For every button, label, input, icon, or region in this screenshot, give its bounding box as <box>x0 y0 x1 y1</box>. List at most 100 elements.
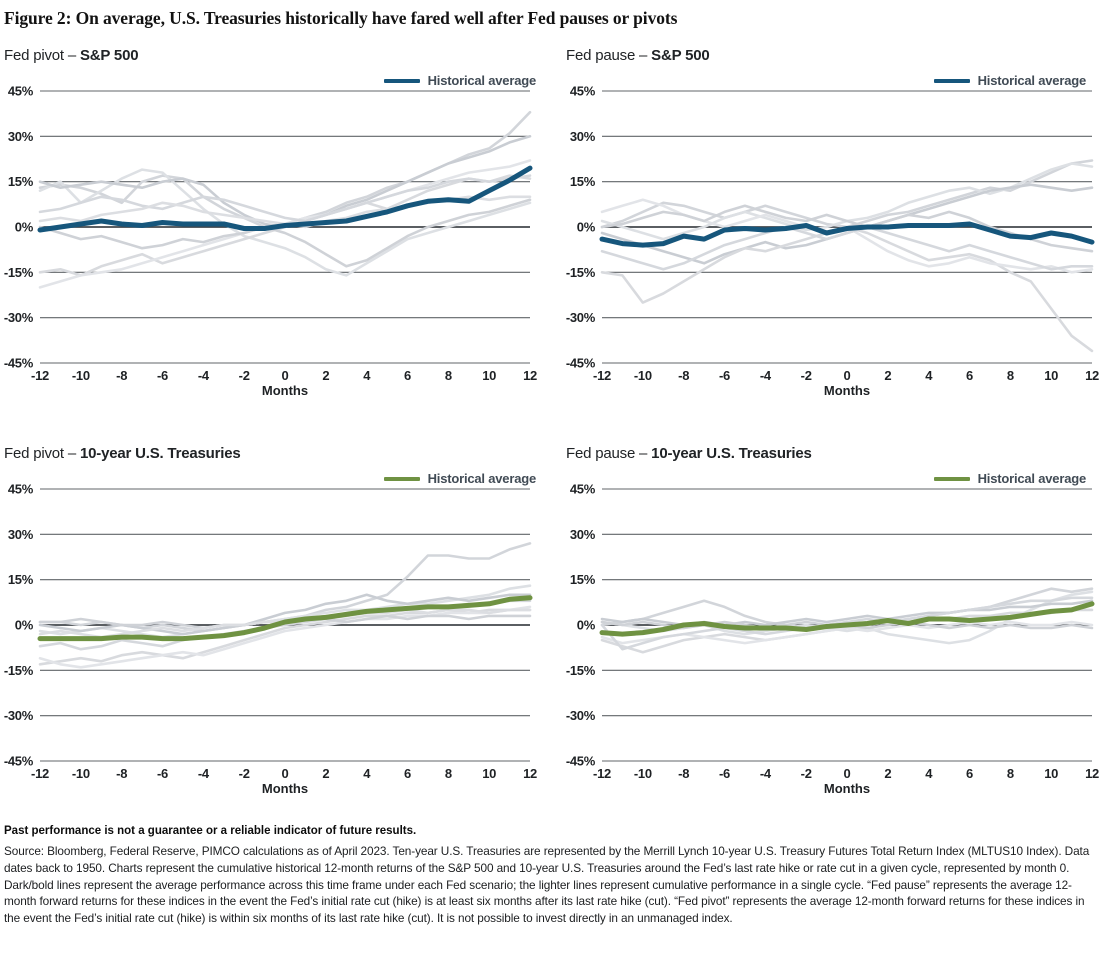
legend-line-swatch <box>933 78 970 83</box>
y-tick-label: -45% <box>4 356 34 371</box>
chart-title: Fed pause – S&P 500 <box>566 47 1100 67</box>
y-tick-label: -30% <box>566 310 596 325</box>
x-tick-label: 4 <box>363 368 371 383</box>
legend-line-swatch <box>383 476 420 481</box>
x-tick-label: 12 <box>1085 766 1099 781</box>
x-tick-label: 4 <box>925 368 933 383</box>
chart-title: Fed pivot – 10-year U.S. Treasuries <box>4 445 550 465</box>
chart-title-prefix: Fed pause – <box>566 47 652 64</box>
x-tick-label: 0 <box>844 368 851 383</box>
x-tick-label: 2 <box>884 368 891 383</box>
chart-title: Fed pivot – S&P 500 <box>4 47 550 67</box>
y-tick-label: -15% <box>566 265 596 280</box>
figure-title: Figure 2: On average, U.S. Treasuries hi… <box>4 8 678 28</box>
legend: Historical average <box>383 471 537 486</box>
cycle-line <box>38 198 532 268</box>
x-tick-label: -4 <box>760 368 772 383</box>
cycle-line <box>600 225 1094 353</box>
legend-line-swatch <box>383 78 420 83</box>
chart-fed-pause-treasuries: Fed pause – 10-year U.S. Treasuries Hist… <box>550 431 1100 819</box>
x-tick-label: 6 <box>966 766 973 781</box>
x-axis-label: Months <box>262 781 308 796</box>
x-tick-label: -10 <box>72 368 90 383</box>
historical-average-line <box>599 221 1095 248</box>
x-tick-label: 10 <box>482 766 496 781</box>
y-tick-label: 15% <box>8 174 34 189</box>
y-tick-label: 15% <box>8 572 34 587</box>
x-tick-label: 2 <box>884 766 891 781</box>
y-tick-label: 15% <box>570 572 596 587</box>
y-tick-label: 0% <box>577 618 596 633</box>
x-tick-label: -8 <box>116 368 127 383</box>
historical-average-line <box>599 601 1095 637</box>
chart-title: Fed pause – 10-year U.S. Treasuries <box>566 445 1100 465</box>
x-tick-label: -2 <box>801 766 812 781</box>
x-axis-label: Months <box>824 383 870 398</box>
legend: Historical average <box>933 73 1086 88</box>
x-tick-label: 8 <box>1007 766 1014 781</box>
chart-title-prefix: Fed pause – <box>566 445 652 462</box>
x-tick-label: -2 <box>801 368 812 383</box>
legend-label: Historical average <box>427 73 537 88</box>
legend-label: Historical average <box>977 471 1087 486</box>
x-tick-label: -4 <box>760 766 772 781</box>
y-tick-label: -45% <box>566 356 596 371</box>
x-tick-label: -10 <box>72 766 90 781</box>
x-tick-label: 6 <box>404 368 411 383</box>
x-tick-label: 2 <box>322 368 329 383</box>
x-tick-label: 4 <box>925 766 933 781</box>
x-tick-label: 10 <box>1044 766 1058 781</box>
y-tick-label: 0% <box>15 220 34 235</box>
x-axis-label: Months <box>262 383 308 398</box>
x-tick-label: 2 <box>322 766 329 781</box>
chart-title-asset: 10-year U.S. Treasuries <box>79 445 241 462</box>
x-tick-label: -6 <box>157 368 168 383</box>
legend: Historical average <box>933 471 1087 486</box>
y-tick-label: 45% <box>570 482 596 497</box>
chart-title-asset: S&P 500 <box>79 47 139 64</box>
historical-average-line <box>37 595 533 642</box>
x-tick-label: 8 <box>445 766 452 781</box>
chart-title-prefix: Fed pivot – <box>4 47 80 64</box>
chart-fed-pause-sp500: Fed pause – S&P 500 Historical average 4… <box>550 33 1100 431</box>
y-tick-label: -15% <box>4 265 34 280</box>
plot-area: 45% 30% 15% 0% -15% -30% -45%-12 -10 -8 -6 -4 -2 0 2 4… <box>566 482 1099 797</box>
plot-area: 45% 30% 15% 0% -15% -30% -45%-12 -10 -8 -6 -4 -2 0 2 4… <box>4 84 537 399</box>
x-tick-label: -12 <box>31 766 49 781</box>
x-tick-label: -6 <box>719 766 730 781</box>
cycle-line <box>38 605 532 669</box>
y-tick-label: 45% <box>570 84 596 99</box>
x-tick-label: -4 <box>198 766 210 781</box>
x-tick-label: 12 <box>1085 368 1099 383</box>
cycle-line <box>38 168 532 277</box>
footer: Past performance is not a guarantee or a… <box>0 819 1100 927</box>
y-tick-label: 15% <box>570 174 596 189</box>
y-tick-label: 30% <box>8 527 34 542</box>
x-tick-label: -8 <box>678 368 689 383</box>
plot-area: 45% 30% 15% 0% -15% -30% -45%-12 -10 -8 -6 -4 -2 0 2 4… <box>566 84 1099 399</box>
legend-line-swatch <box>933 476 970 481</box>
y-tick-label: -15% <box>4 663 34 678</box>
x-tick-label: 8 <box>445 368 452 383</box>
cycle-line <box>600 159 1094 229</box>
x-tick-label: 0 <box>844 766 851 781</box>
cycle-line <box>600 183 1094 265</box>
chart-fed-pivot-treasuries: Fed pivot – 10-year U.S. Treasuries Hist… <box>0 431 550 819</box>
cycle-line <box>600 204 1094 253</box>
y-tick-label: -30% <box>4 708 34 723</box>
x-tick-label: 0 <box>282 766 289 781</box>
x-tick-label: 6 <box>966 368 973 383</box>
x-tick-label: 0 <box>282 368 289 383</box>
source-note: Source: Bloomberg, Federal Reserve, PIMC… <box>4 844 1090 925</box>
y-tick-label: 45% <box>8 482 34 497</box>
y-tick-label: 0% <box>577 220 596 235</box>
x-tick-label: -12 <box>593 766 611 781</box>
cycle-line <box>38 174 532 223</box>
y-tick-label: -45% <box>4 754 34 769</box>
cycle-line <box>600 225 1094 271</box>
legend-label: Historical average <box>427 471 537 486</box>
y-tick-label: 30% <box>570 129 596 144</box>
x-tick-label: -2 <box>239 766 250 781</box>
x-tick-label: -6 <box>157 766 168 781</box>
plot-area: 45% 30% 15% 0% -15% -30% -45%-12 -10 -8 -6 -4 -2 0 2 4… <box>4 482 537 797</box>
